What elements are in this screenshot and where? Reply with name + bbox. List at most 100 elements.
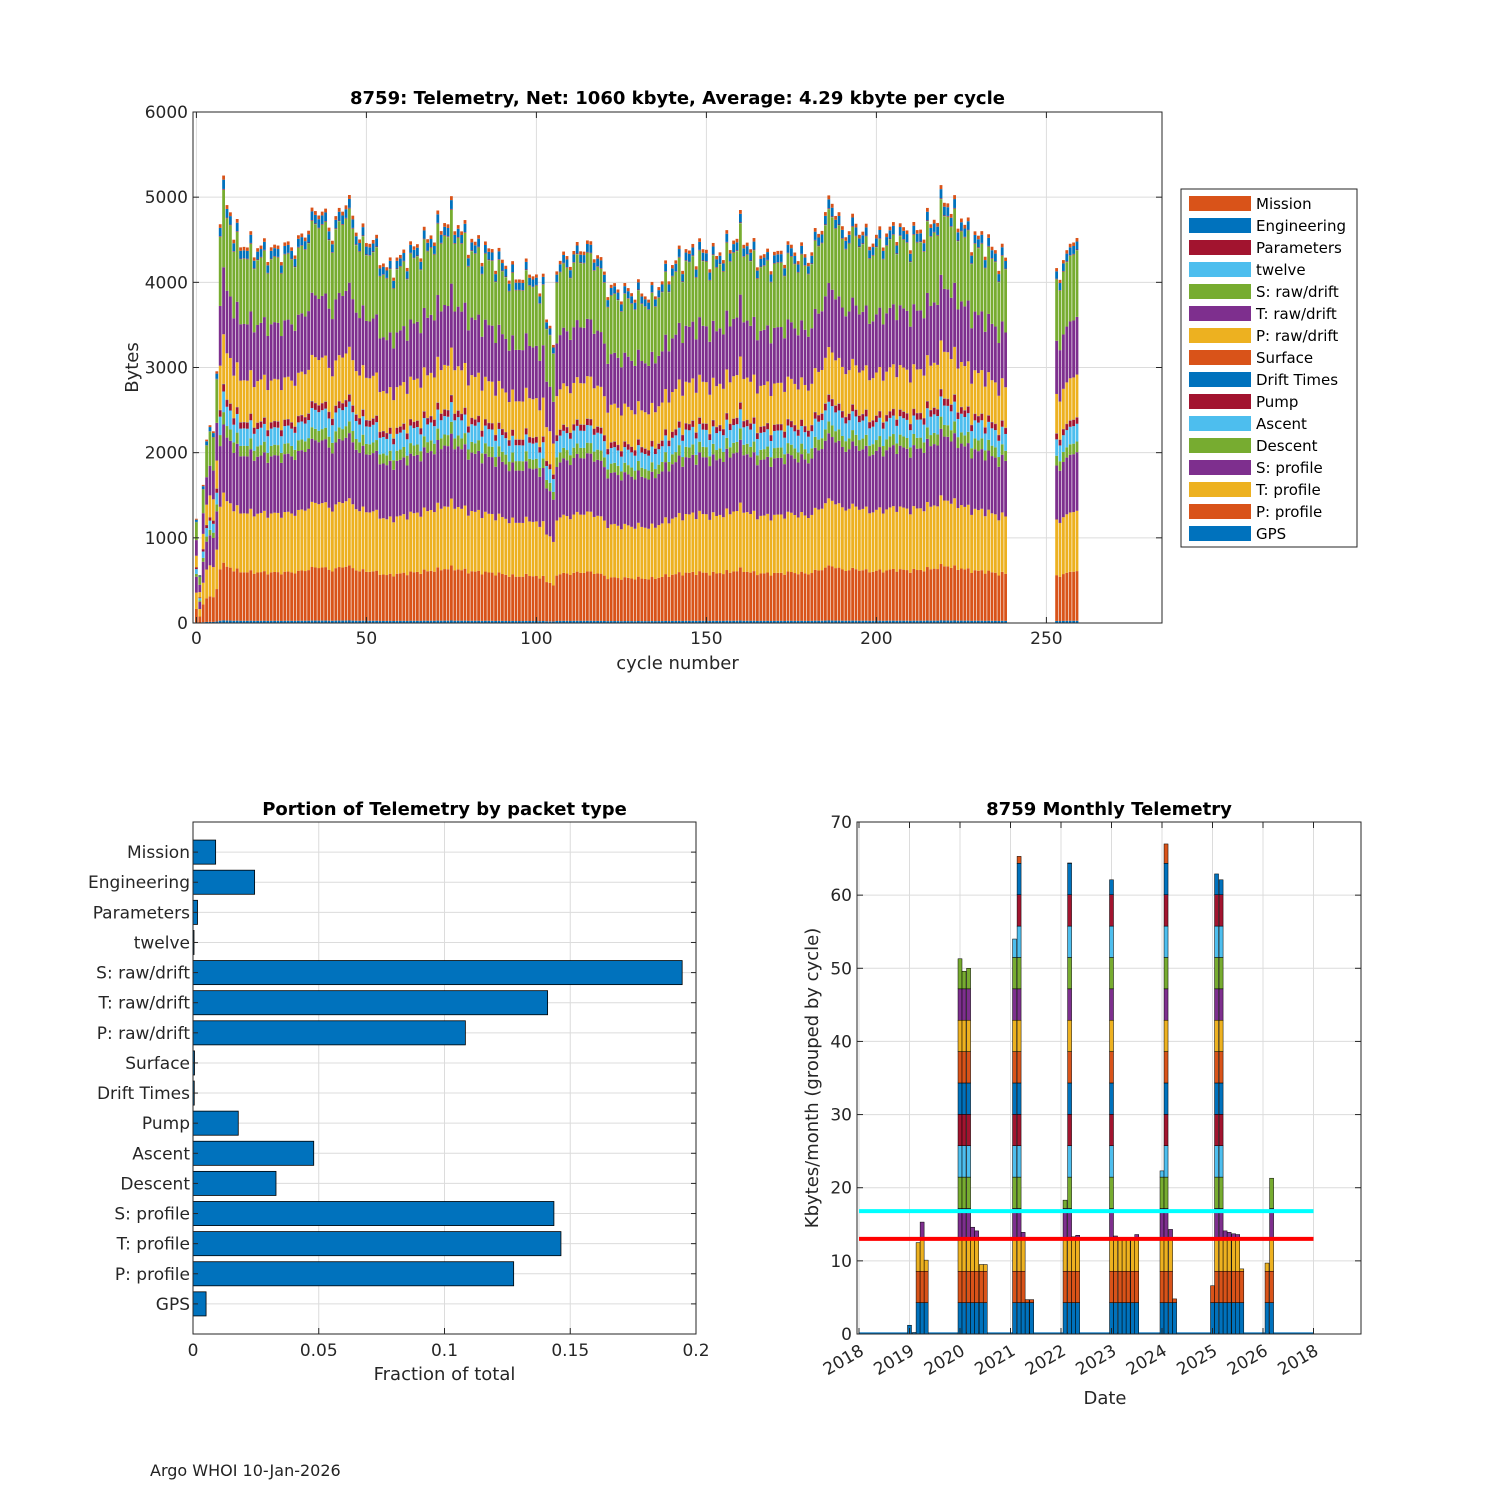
cycle-232-s-profile-segment bbox=[983, 460, 987, 517]
cycle-210-p-raw-drift-segment bbox=[909, 382, 912, 424]
cycle-86-ascent-segment bbox=[487, 429, 491, 447]
cycle-198-t-raw-drift-segment bbox=[868, 323, 871, 381]
cycle-64-gps-segment bbox=[412, 620, 416, 623]
cycle-66-s-raw-drift-segment bbox=[419, 270, 423, 334]
cycle-75-p-profile-segment bbox=[450, 565, 453, 621]
cycle-10-engineering-segment bbox=[229, 216, 232, 225]
cycle-189-p-profile-segment bbox=[837, 567, 841, 621]
cycle-103-descent-segment bbox=[545, 479, 548, 489]
cycle-53-pump-segment bbox=[375, 415, 378, 423]
cycle-191-pump-segment bbox=[844, 417, 848, 424]
cycle-132-ascent-segment bbox=[643, 454, 647, 470]
cycle-109-s-profile-segment bbox=[565, 460, 569, 517]
cycle-35-s-raw-drift-segment bbox=[314, 224, 317, 296]
cycle-227-descent-segment bbox=[966, 431, 970, 444]
cycle-233-p-profile-segment bbox=[987, 570, 990, 621]
cycle-72-t-profile-segment bbox=[439, 508, 443, 571]
cycle-48-engineering-segment bbox=[358, 243, 361, 251]
cycle-258-s-raw-drift-segment bbox=[1072, 254, 1075, 321]
cycle-107-ascent-segment bbox=[558, 435, 562, 453]
cycle-68-gps-segment bbox=[426, 620, 429, 623]
cycle-166-ascent-segment bbox=[759, 432, 763, 450]
cycle-16-p-profile-segment bbox=[249, 570, 253, 621]
cycle-15-t-raw-drift-segment bbox=[246, 324, 249, 381]
cycle-184-ascent-segment bbox=[820, 420, 824, 439]
month-bar-21-segment-7 bbox=[1109, 1082, 1114, 1115]
cycle-67-gps-segment bbox=[422, 620, 426, 623]
cycle-221-mission-segment bbox=[946, 203, 950, 208]
cycle-28-mission-segment bbox=[290, 247, 293, 251]
cycle-1-s-raw-drift-segment bbox=[198, 576, 202, 585]
cycle-219-descent-segment bbox=[939, 416, 943, 429]
cycle-89-p-profile-segment bbox=[497, 572, 501, 621]
cycle-216-p-raw-drift-segment bbox=[929, 365, 933, 410]
cycle-195-p-raw-drift-segment bbox=[858, 372, 861, 416]
cycle-208-t-profile-segment bbox=[902, 507, 905, 570]
cycle-217-t-profile-segment bbox=[932, 505, 936, 569]
month-bar-18-segment-5 bbox=[1067, 1145, 1072, 1178]
cycle-66-engineering-segment bbox=[419, 261, 423, 270]
cycle-62-pump-segment bbox=[405, 433, 409, 440]
month-bar-5-segment-2 bbox=[957, 1239, 963, 1272]
cycle-187-mission-segment bbox=[830, 203, 834, 208]
cycle-26-p-raw-drift-segment bbox=[283, 377, 287, 420]
cycle-155-ascent-segment bbox=[722, 435, 725, 452]
cycle-65-p-profile-segment bbox=[416, 571, 419, 621]
cycle-255-p-raw-drift-segment bbox=[1062, 388, 1065, 429]
cycle-236-p-raw-drift-segment bbox=[997, 395, 1001, 435]
cycle-108-t-raw-drift-segment bbox=[562, 327, 565, 384]
cycle-120-p-raw-drift-segment bbox=[603, 396, 606, 436]
cycle-86-engineering-segment bbox=[487, 251, 491, 260]
cycle-118-s-raw-drift-segment bbox=[596, 266, 599, 331]
cycle-202-ascent-segment bbox=[881, 428, 885, 447]
cycle-255-s-profile-segment bbox=[1062, 461, 1065, 518]
cycle-196-t-profile-segment bbox=[861, 508, 865, 571]
cycle-166-mission-segment bbox=[759, 255, 763, 259]
cycle-58-mission-segment bbox=[392, 277, 395, 281]
cycle-53-ascent-segment bbox=[375, 422, 378, 441]
cycle-120-descent-segment bbox=[603, 457, 606, 468]
cycle-190-parameters-segment bbox=[841, 238, 844, 239]
cycle-255-gps-segment bbox=[1062, 620, 1065, 623]
cycle-92-ascent-segment bbox=[507, 445, 511, 462]
cycle-118-descent-segment bbox=[596, 449, 599, 460]
cycle-36-mission-segment bbox=[317, 215, 321, 220]
cycle-35-t-raw-drift-segment bbox=[314, 295, 317, 358]
cycle-44-ascent-segment bbox=[344, 406, 348, 427]
cycle-9-descent-segment bbox=[225, 426, 229, 438]
month-bar-7-segment-0 bbox=[966, 1302, 971, 1335]
cycle-3-s-raw-drift-segment bbox=[205, 445, 208, 478]
cycle-100-parameters-segment bbox=[535, 284, 538, 286]
cycle-133-engineering-segment bbox=[647, 302, 650, 310]
cycle-219-t-profile-segment bbox=[939, 495, 943, 564]
cycle-13-parameters-segment bbox=[239, 258, 242, 260]
cycle-128-parameters-segment bbox=[630, 303, 633, 304]
cycle-100-pump-segment bbox=[535, 437, 538, 443]
cycle-71-ascent-segment bbox=[436, 409, 440, 429]
cycle-202-p-profile-segment bbox=[881, 572, 885, 621]
month-bar-34-segment-8 bbox=[1218, 1051, 1224, 1084]
cycle-53-s-profile-segment bbox=[375, 450, 378, 510]
cycle-201-p-profile-segment bbox=[878, 569, 882, 621]
cycle-231-s-raw-drift-segment bbox=[980, 243, 984, 312]
cycle-147-pump-segment bbox=[694, 432, 698, 439]
cycle-199-mission-segment bbox=[871, 243, 875, 248]
cycle-226-descent-segment bbox=[963, 435, 967, 447]
cycle-232-pump-segment bbox=[983, 427, 987, 434]
cycle-35-parameters-segment bbox=[314, 223, 317, 225]
cycle-40-p-profile-segment bbox=[331, 571, 334, 621]
cycle-91-s-raw-drift-segment bbox=[504, 277, 508, 339]
cycle-47-ascent-segment bbox=[354, 421, 358, 440]
cycle-187-p-profile-segment bbox=[830, 566, 834, 621]
cycle-90-descent-segment bbox=[501, 451, 504, 462]
cycle-41-ascent-segment bbox=[334, 412, 338, 432]
cycle-226-pump-segment bbox=[963, 410, 967, 417]
cycle-119-s-raw-drift-segment bbox=[599, 268, 603, 333]
cycle-14-s-raw-drift-segment bbox=[242, 258, 246, 324]
cycle-71-p-raw-drift-segment bbox=[436, 356, 440, 403]
cycle-136-gps-segment bbox=[657, 621, 661, 623]
cycle-56-descent-segment bbox=[385, 455, 389, 466]
cycle-175-mission-segment bbox=[790, 244, 793, 249]
cycle-113-s-profile-segment bbox=[579, 458, 582, 515]
cycle-69-t-profile-segment bbox=[429, 510, 433, 571]
